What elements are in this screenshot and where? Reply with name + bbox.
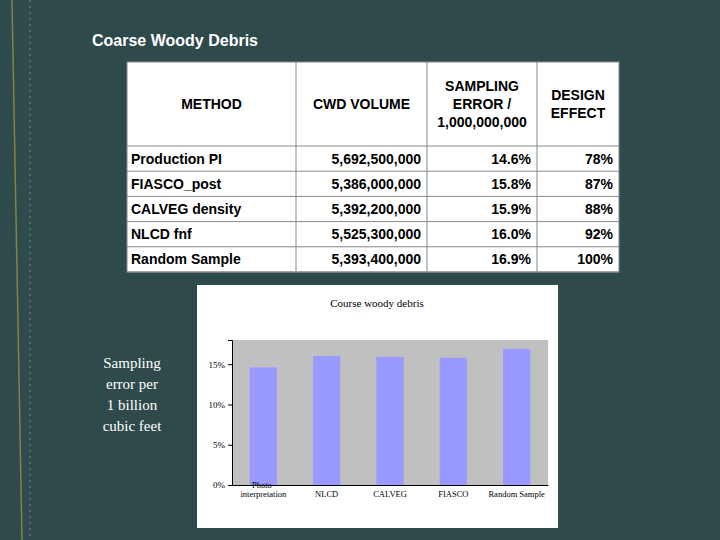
table-cell: Production PI	[131, 151, 222, 167]
bar	[250, 367, 277, 485]
bar	[313, 356, 340, 485]
bar	[376, 357, 403, 485]
table-header: CWD VOLUME	[313, 96, 410, 112]
table-cell: 15.8%	[491, 176, 531, 192]
table-cell: 16.0%	[491, 226, 531, 242]
y-tick: 5%	[213, 440, 232, 450]
table-col-line	[537, 62, 538, 272]
table-cell: 5,386,000,000	[331, 176, 421, 192]
table-cell: 16.9%	[491, 251, 531, 267]
table-cell: 100%	[577, 251, 613, 267]
table-header-line: DESIGN	[551, 87, 605, 103]
table-cell: 78%	[585, 151, 614, 167]
bar	[440, 358, 467, 485]
table-header-line: EFFECT	[551, 105, 606, 121]
table-cell: 5,392,200,000	[331, 201, 421, 217]
x-tick-label: Photo-interpretation	[240, 480, 287, 499]
table-cell: CALVEG density	[131, 201, 241, 217]
side-label-line: 1 billion	[107, 397, 158, 413]
side-label: Sampling error per 1 billion cubic feet	[103, 355, 163, 434]
x-tick-label: NLCD	[315, 489, 338, 499]
table-cell: Random Sample	[131, 251, 241, 267]
table-col-line	[427, 62, 428, 272]
x-tick: FIASCO	[438, 485, 468, 499]
y-tick-label: 10%	[209, 400, 226, 410]
table-header: METHOD	[181, 96, 242, 112]
table: METHOD CWD VOLUME SAMPLING ERROR / 1,000,000…	[127, 62, 619, 272]
x-tick: CALVEG	[373, 485, 407, 499]
side-label-line: cubic feet	[103, 418, 163, 434]
x-axis-line	[233, 485, 549, 486]
y-tick-mark	[228, 404, 232, 405]
table-cell: 15.9%	[491, 201, 531, 217]
table-cell: 5,692,500,000	[331, 151, 421, 167]
y-tick: 15%	[209, 360, 233, 370]
x-tick-label: Random Sample	[488, 489, 545, 499]
table-cell: 5,525,300,000	[331, 226, 421, 242]
decor-line	[12, 0, 22, 540]
bars	[250, 349, 531, 485]
x-tick: NLCD	[315, 485, 338, 499]
table-header-line: CWD VOLUME	[313, 96, 410, 112]
table-row-line	[127, 246, 619, 247]
table-row-line	[127, 272, 619, 273]
y-tick: 0%	[213, 480, 232, 490]
y-axis-line	[228, 341, 233, 486]
table-row-line	[127, 146, 619, 147]
table-header: SAMPLING ERROR / 1,000,000,000	[437, 78, 527, 130]
chart-title: Course woody debris	[330, 297, 424, 309]
x-axis: Photo-interpretation NLCD CALVEG FIASCO Rand…	[233, 480, 549, 499]
decor-dots	[30, 0, 31, 540]
side-label-line: error per	[106, 376, 158, 392]
table-header: DESIGN EFFECT	[551, 87, 606, 121]
table-cell: NLCD fnf	[131, 226, 192, 242]
slide-title: Coarse Woody Debris	[92, 32, 258, 49]
y-tick-label: 15%	[209, 360, 226, 370]
table-cell: 87%	[585, 176, 614, 192]
table-row-line	[127, 171, 619, 172]
side-label-line: Sampling	[103, 355, 161, 371]
table-cell: 88%	[585, 201, 614, 217]
table-cell: 5,393,400,000	[331, 251, 421, 267]
table-cell: 14.6%	[491, 151, 531, 167]
bar	[503, 349, 530, 485]
y-axis: 0% 5% 10% 15%	[209, 341, 233, 491]
plot-area	[232, 340, 548, 485]
table-header-line: ERROR /	[453, 96, 511, 112]
y-tick-label: 0%	[213, 480, 226, 490]
x-tick: Photo-interpretation	[240, 480, 287, 499]
slide: Coarse Woody Debris Sampling error per 1 bi…	[0, 0, 720, 540]
y-tick-label: 5%	[213, 440, 226, 450]
chart-frame	[197, 285, 558, 528]
table-cell: 92%	[585, 226, 614, 242]
y-tick: 10%	[209, 400, 233, 410]
table-frame	[127, 62, 619, 272]
table-row-line	[127, 221, 619, 222]
background	[0, 0, 720, 540]
y-tick-mark	[228, 445, 232, 446]
table-header-line: SAMPLING	[445, 78, 519, 94]
table-col-line	[296, 62, 297, 272]
table-cell: FIASCO_post	[131, 176, 222, 192]
table-row-line	[127, 196, 619, 197]
x-tick-label: CALVEG	[373, 489, 407, 499]
x-tick-label: FIASCO	[438, 489, 468, 499]
table-header-line: METHOD	[181, 96, 242, 112]
table-header-line: 1,000,000,000	[437, 114, 527, 130]
y-tick-mark	[228, 364, 232, 365]
x-tick: Random Sample	[488, 485, 545, 499]
y-tick-mark	[228, 485, 232, 486]
